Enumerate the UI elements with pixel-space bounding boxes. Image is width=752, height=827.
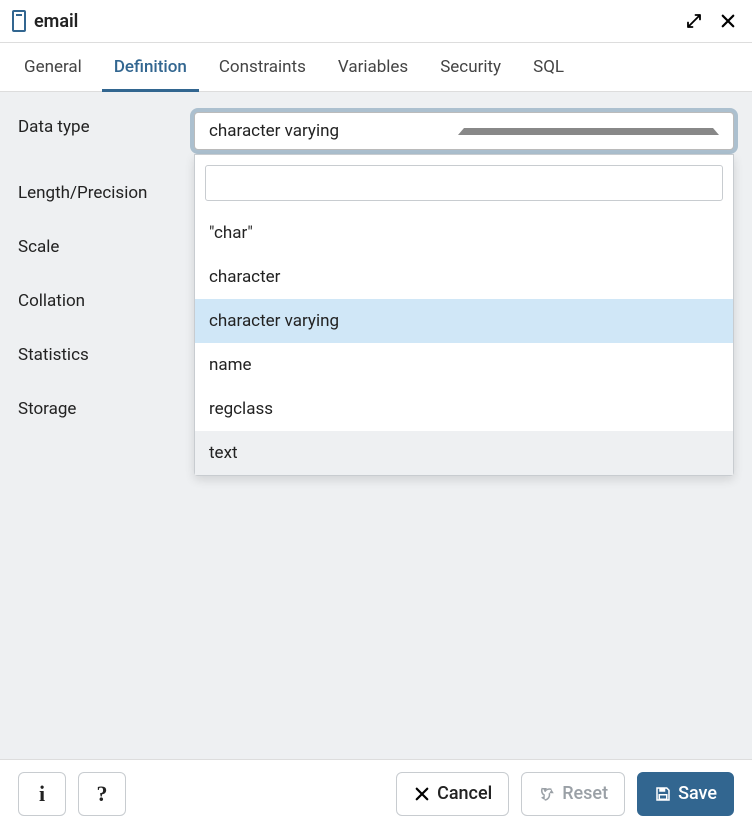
tab-variables[interactable]: Variables: [322, 43, 424, 91]
info-button[interactable]: i: [18, 772, 66, 816]
option-name[interactable]: name: [195, 343, 733, 387]
reset-label: Reset: [562, 783, 608, 804]
data-type-select[interactable]: character varying: [194, 112, 734, 150]
recycle-icon: [538, 785, 556, 803]
reset-button[interactable]: Reset: [521, 772, 625, 816]
label-data-type: Data type: [18, 112, 194, 150]
tab-constraints[interactable]: Constraints: [203, 43, 322, 91]
cancel-button[interactable]: Cancel: [396, 772, 509, 816]
tab-general[interactable]: General: [8, 43, 98, 91]
close-icon: [719, 12, 737, 30]
tab-sql[interactable]: SQL: [517, 43, 580, 91]
label-storage: Storage: [18, 394, 194, 420]
label-scale: Scale: [18, 232, 194, 258]
expand-icon: [685, 12, 703, 30]
form-body: Data type character varying "char" chara…: [0, 92, 752, 759]
tab-bar: General Definition Constraints Variables…: [0, 42, 752, 92]
dialog-title-wrap: email: [12, 10, 78, 32]
help-button[interactable]: ?: [78, 772, 126, 816]
cancel-label: Cancel: [437, 783, 492, 804]
label-length: Length/Precision: [18, 178, 194, 204]
dropdown-search-input[interactable]: [205, 165, 723, 201]
data-type-value: character varying: [209, 121, 458, 141]
option-regclass[interactable]: regclass: [195, 387, 733, 431]
option-text[interactable]: text: [195, 431, 733, 475]
row-data-type: Data type character varying "char" chara…: [18, 112, 734, 150]
close-icon: [413, 785, 431, 803]
tab-security[interactable]: Security: [424, 43, 517, 91]
dropdown-search-wrap: [195, 155, 733, 211]
expand-button[interactable]: [682, 9, 706, 33]
label-collation: Collation: [18, 286, 194, 312]
save-icon: [654, 785, 672, 803]
data-type-combo: character varying "char" character chara…: [194, 112, 734, 150]
option-character[interactable]: character: [195, 255, 733, 299]
data-type-dropdown: "char" character character varying name …: [194, 154, 734, 476]
dialog-header: email: [0, 0, 752, 42]
label-statistics: Statistics: [18, 340, 194, 366]
option-char[interactable]: "char": [195, 211, 733, 255]
dialog-footer: i ? Cancel Reset Save: [0, 759, 752, 827]
option-character-varying[interactable]: character varying: [195, 299, 733, 343]
info-icon: i: [39, 781, 45, 807]
column-icon: [12, 10, 26, 32]
dialog-title: email: [34, 11, 78, 32]
save-button[interactable]: Save: [637, 772, 734, 816]
save-label: Save: [678, 783, 717, 804]
tab-definition[interactable]: Definition: [98, 43, 203, 91]
close-button[interactable]: [716, 9, 740, 33]
chevron-up-icon: [458, 128, 719, 135]
help-icon: ?: [97, 781, 108, 807]
